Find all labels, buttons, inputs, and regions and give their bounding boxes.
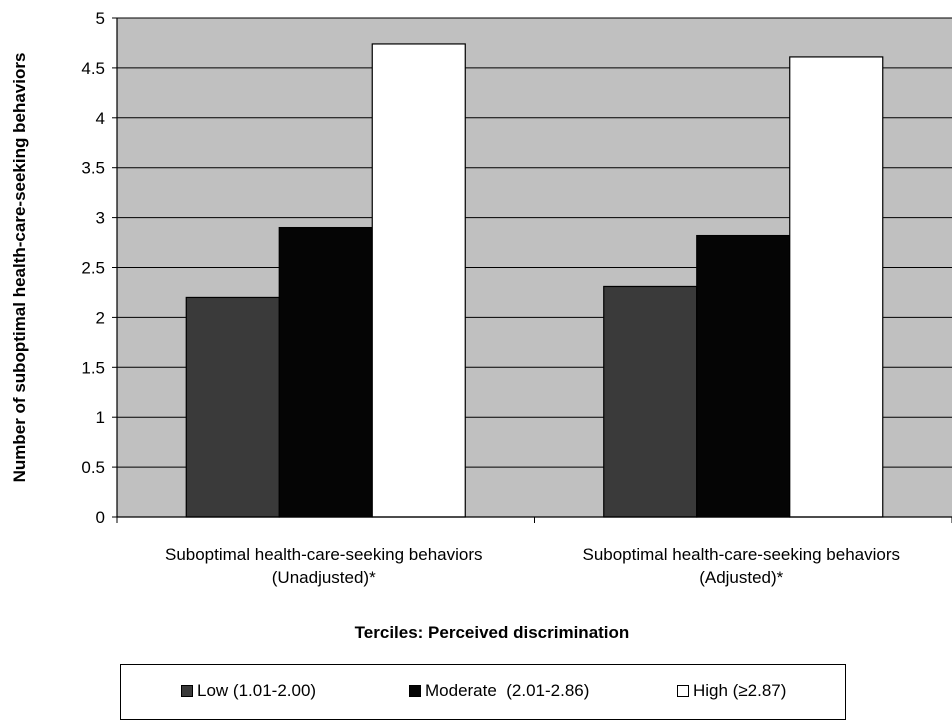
legend-item-moderate: Moderate (2.01-2.86) bbox=[409, 681, 589, 701]
y-tick-label: 1 bbox=[96, 408, 105, 427]
y-tick-label: 2 bbox=[96, 308, 105, 327]
legend-label-moderate: Moderate (2.01-2.86) bbox=[425, 681, 590, 700]
legend-swatch-moderate bbox=[409, 685, 421, 697]
bar bbox=[603, 285, 698, 518]
x-category-label: (Unadjusted)* bbox=[272, 568, 376, 587]
bars bbox=[185, 43, 884, 518]
legend-label-high: High (≥2.87) bbox=[693, 681, 787, 700]
axes bbox=[112, 17, 952, 523]
bar bbox=[696, 234, 791, 518]
legend-item-high: High (≥2.87) bbox=[677, 681, 786, 701]
y-tick-label: 0.5 bbox=[81, 458, 105, 477]
y-tick-label: 1.5 bbox=[81, 358, 105, 377]
y-tick-label: 4.5 bbox=[81, 59, 105, 78]
legend-item-low: Low (1.01-2.00) bbox=[181, 681, 316, 701]
y-tick-label: 3.5 bbox=[81, 159, 105, 178]
x-category-label: Suboptimal health-care-seeking behaviors bbox=[582, 545, 900, 564]
x-category-label: (Adjusted)* bbox=[699, 568, 783, 587]
x-category-labels: Suboptimal health-care-seeking behaviors… bbox=[165, 545, 900, 587]
legend: Low (1.01-2.00) Moderate (2.01-2.86) Hig… bbox=[120, 664, 846, 720]
x-category-label: Suboptimal health-care-seeking behaviors bbox=[165, 545, 483, 564]
legend-swatch-low bbox=[181, 685, 193, 697]
bar bbox=[185, 296, 280, 518]
bar-chart: 0 0.5 1 1.5 2 2.5 3 3.5 4 4.5 5 Suboptimal health-… bbox=[10, 9, 952, 642]
bar bbox=[371, 43, 466, 518]
y-tick-label: 5 bbox=[96, 9, 105, 28]
y-tick-label: 3 bbox=[96, 209, 105, 228]
y-tick-labels: 0 0.5 1 1.5 2 2.5 3 3.5 4 4.5 5 bbox=[81, 9, 105, 527]
legend-label-low: Low (1.01-2.00) bbox=[197, 681, 317, 700]
bar bbox=[278, 226, 373, 518]
y-tick-label: 4 bbox=[96, 109, 105, 128]
y-tick-label: 0 bbox=[96, 508, 105, 527]
y-tick-label: 2.5 bbox=[81, 259, 105, 278]
x-axis-label: Terciles: Perceived discrimination bbox=[355, 623, 630, 642]
legend-swatch-high bbox=[677, 685, 689, 697]
bar bbox=[789, 56, 884, 518]
y-axis-label: Number of suboptimal health-care-seeking… bbox=[10, 53, 29, 483]
